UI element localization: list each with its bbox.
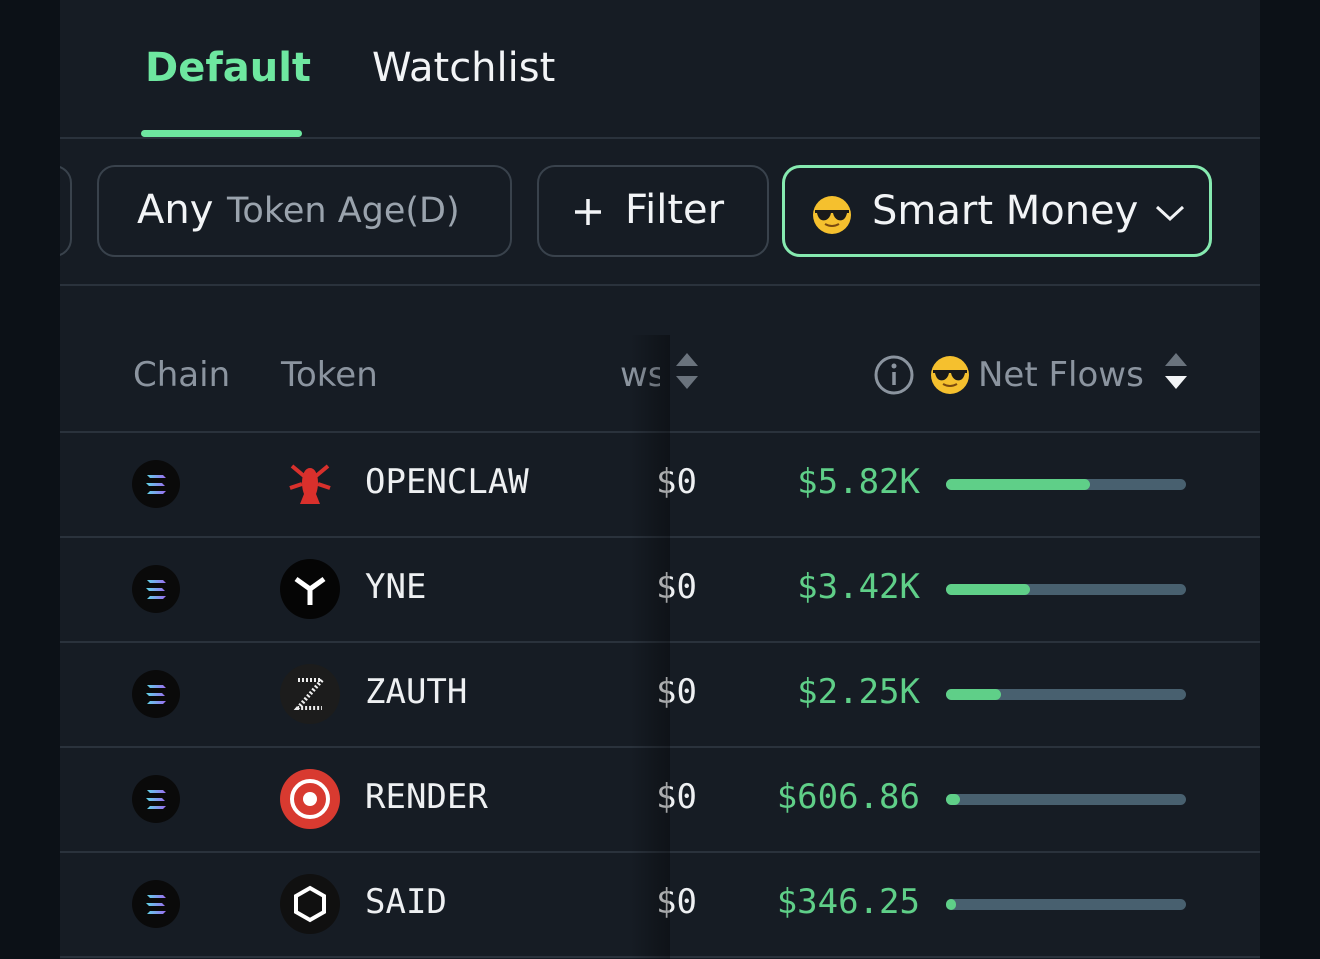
flow-bar-fill	[946, 584, 1030, 595]
column-header[interactable]: Net Flows	[978, 355, 1144, 395]
row-divider	[60, 851, 1260, 853]
divider	[60, 431, 1260, 433]
net-flows-value: $3.42K	[797, 567, 920, 607]
filter-button-partial[interactable]	[60, 165, 72, 257]
token-name: SAID	[365, 882, 447, 922]
token-name: ZAUTH	[365, 672, 468, 712]
token-icon	[280, 874, 340, 934]
flow-bar-track	[946, 689, 1186, 700]
column-header[interactable]: Token	[281, 355, 378, 395]
net-flows-value: $606.86	[776, 777, 920, 817]
chain-icon	[132, 460, 180, 508]
row-divider	[60, 956, 1260, 958]
divider	[60, 284, 1260, 286]
filter-token-age[interactable]: Any Token Age(D)	[97, 165, 512, 257]
flow-bar-fill	[946, 899, 956, 910]
tab-indicator	[141, 130, 302, 137]
divider	[60, 137, 1260, 139]
row-divider	[60, 641, 1260, 643]
dropdown-text: Smart Money	[872, 188, 1139, 234]
chain-icon	[132, 880, 180, 928]
token-name: RENDER	[365, 777, 488, 817]
info-icon[interactable]	[873, 354, 915, 396]
sort-icon	[1165, 353, 1187, 389]
flow-bar-track	[946, 794, 1186, 805]
row-divider	[60, 536, 1260, 538]
filter-label: Token Age(D)	[227, 191, 460, 231]
flow-bar-fill	[946, 689, 1002, 700]
tab-watchlist[interactable]: Watchlist	[372, 45, 556, 91]
smart-money-dropdown[interactable]: Smart Money	[782, 165, 1212, 257]
sticky-shadow	[630, 335, 670, 959]
flow-bar-track	[946, 899, 1186, 910]
token-icon	[280, 454, 340, 514]
token-name: OPENCLAW	[365, 462, 529, 502]
sunglasses-emoji	[931, 356, 969, 394]
filter-value: Any	[137, 187, 214, 233]
token-icon	[280, 559, 340, 619]
inflows-value: $0	[656, 777, 697, 817]
inflows-value: $0	[656, 672, 697, 712]
filter-text: Filter	[625, 187, 725, 233]
net-flows-value: $346.25	[776, 882, 920, 922]
sort-icon	[676, 353, 698, 389]
tab-default[interactable]: Default	[145, 45, 312, 91]
flow-bar-track	[946, 584, 1186, 595]
inflows-value: $0	[656, 567, 697, 607]
column-header[interactable]: Chain	[133, 355, 231, 395]
add-filter-button[interactable]: Filter	[537, 165, 769, 257]
inflows-value: $0	[656, 462, 697, 502]
net-flows-value: $2.25K	[797, 672, 920, 712]
token-name: YNE	[365, 567, 427, 607]
chain-icon	[132, 670, 180, 718]
chevron-down	[1155, 205, 1185, 222]
net-flows-value: $5.82K	[797, 462, 920, 502]
inflows-value: $0	[656, 882, 697, 922]
sunglasses-emoji	[813, 196, 851, 234]
flow-bar-fill	[946, 479, 1090, 490]
chain-icon	[132, 565, 180, 613]
column-header[interactable]: ws	[620, 355, 660, 395]
token-icon	[280, 769, 340, 829]
flow-bar-fill	[946, 794, 961, 805]
token-icon	[280, 664, 340, 724]
chain-icon	[132, 775, 180, 823]
row-divider	[60, 746, 1260, 748]
panel: Default Watchlist Any Token Age(D) Filte…	[60, 0, 1260, 959]
plus-icon	[575, 199, 601, 225]
